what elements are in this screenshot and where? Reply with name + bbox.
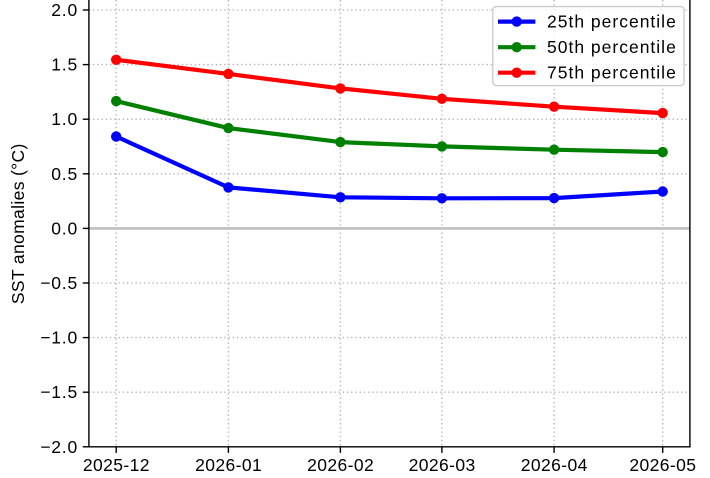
svg-text:SST anomalies (°C): SST anomalies (°C) xyxy=(8,143,28,304)
svg-text:25th percentile: 25th percentile xyxy=(547,11,677,31)
svg-text:−1.5: −1.5 xyxy=(40,382,78,402)
svg-text:50th percentile: 50th percentile xyxy=(547,37,677,57)
svg-text:0.5: 0.5 xyxy=(51,164,78,184)
svg-text:−2.0: −2.0 xyxy=(40,437,78,457)
svg-text:2025-12: 2025-12 xyxy=(83,455,150,473)
svg-text:2.0: 2.0 xyxy=(51,0,78,20)
svg-text:2026-03: 2026-03 xyxy=(409,455,476,473)
svg-text:2026-04: 2026-04 xyxy=(521,455,588,473)
svg-text:2026-01: 2026-01 xyxy=(195,455,262,473)
svg-text:−0.5: −0.5 xyxy=(40,273,78,293)
svg-text:1.0: 1.0 xyxy=(51,109,78,129)
svg-text:2026-05: 2026-05 xyxy=(629,455,696,473)
svg-text:0.0: 0.0 xyxy=(51,218,78,238)
svg-text:−1.0: −1.0 xyxy=(40,328,78,348)
svg-text:75th percentile: 75th percentile xyxy=(547,63,677,83)
svg-text:2026-02: 2026-02 xyxy=(307,455,374,473)
svg-text:1.5: 1.5 xyxy=(51,55,78,75)
